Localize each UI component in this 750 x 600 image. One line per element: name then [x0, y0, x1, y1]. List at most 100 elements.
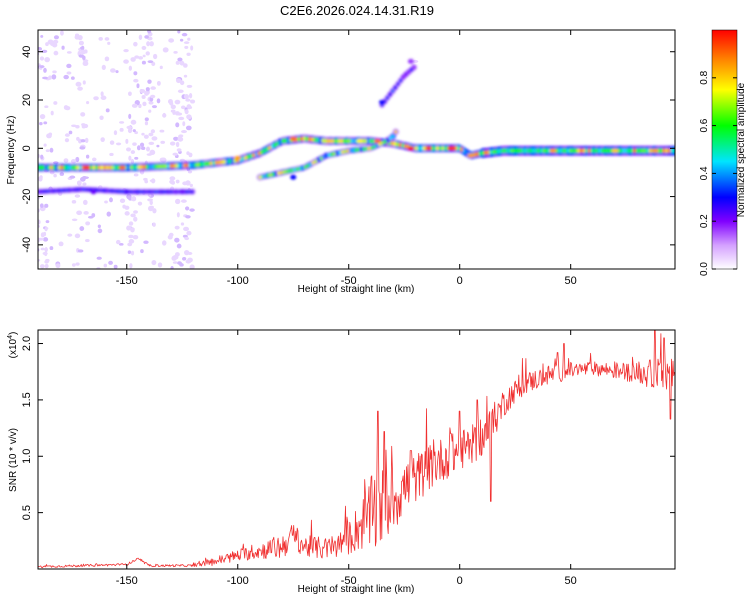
noise-blob [146, 146, 151, 152]
x-tick-label: -50 [341, 575, 357, 587]
noise-blob [71, 124, 77, 128]
ridge-cell [383, 139, 387, 144]
ridge-cell [119, 189, 123, 194]
noise-blob [187, 37, 191, 41]
noise-blob [130, 213, 136, 218]
ridge-cell [362, 147, 366, 151]
noise-blob [133, 210, 139, 214]
noise-blob [69, 175, 76, 179]
x-tick-label: -100 [227, 275, 249, 287]
ridge-cell [566, 148, 570, 154]
ridge-cell [230, 158, 234, 164]
ridge-cell [518, 148, 522, 154]
noise-blob [128, 65, 133, 71]
ridge-cell [60, 165, 64, 170]
noise-blob [84, 137, 89, 144]
ridge-cell [190, 189, 195, 194]
ridge-cell [60, 188, 64, 193]
ridge-cell [332, 151, 337, 156]
noise-blob [132, 129, 136, 133]
ridge-cell [672, 148, 675, 154]
y-tick-label: -40 [21, 237, 33, 253]
noise-blob [189, 183, 193, 188]
noise-blob [44, 259, 49, 264]
ridge-cell [619, 148, 623, 154]
noise-blob [162, 112, 166, 118]
noise-blob [105, 108, 110, 113]
ridge-cell [113, 165, 117, 170]
noise-blob [77, 249, 84, 253]
ridge-cell [593, 148, 597, 154]
ridge-cell [52, 189, 56, 193]
noise-blob [81, 45, 85, 51]
ridge-cell [49, 165, 53, 170]
noise-blob [176, 212, 180, 218]
ridge-cell [65, 165, 69, 170]
noise-blob [75, 262, 80, 266]
snr-frame [37, 329, 676, 570]
ridge-cell [345, 138, 349, 144]
ridge-cell [55, 188, 59, 193]
noise-blob [177, 57, 183, 62]
spectrogram-y-label: Frequency (Hz) [6, 116, 17, 185]
ridge-cell [531, 148, 535, 154]
noise-blob [169, 176, 176, 181]
ridge-cell [166, 189, 171, 194]
ridge-cell [630, 148, 634, 154]
noise-blob [132, 142, 137, 146]
noise-blob [44, 203, 49, 208]
ridge-cell [164, 163, 168, 169]
ridge-hotspot [356, 139, 364, 144]
noise-blob [183, 41, 190, 45]
noise-blob [52, 70, 57, 74]
ridge-cell [100, 188, 104, 193]
noise-blob [49, 147, 54, 153]
noise-blob [42, 76, 48, 80]
ridge-cell [313, 137, 317, 143]
x-tick-label: 50 [565, 275, 577, 287]
ridge-cell [246, 154, 250, 160]
ridge-blob [379, 99, 386, 105]
noise-blob [80, 139, 86, 143]
y-tick-label: 2.0 [21, 336, 33, 351]
noise-blob [176, 243, 182, 249]
noise-blob [74, 233, 81, 239]
noise-blob [162, 47, 169, 53]
noise-blob [53, 173, 57, 178]
ridge-cell [177, 163, 181, 169]
noise-blob [182, 256, 187, 261]
noise-blob [167, 98, 173, 104]
noise-blob [96, 256, 102, 260]
noise-blob [139, 142, 145, 147]
noise-blob [175, 60, 180, 65]
ridge-cell [204, 161, 208, 167]
noise-blob [38, 237, 44, 241]
ridge-cell [385, 96, 389, 100]
noise-blob [40, 154, 44, 160]
ridge-cell [465, 150, 469, 156]
noise-blob [188, 93, 193, 99]
noise-blob [143, 240, 149, 244]
ridge-cell [140, 164, 144, 170]
ridge-cell [262, 148, 266, 154]
ridge-cell [327, 153, 331, 157]
noise-blob [63, 74, 69, 80]
ridge-cell [263, 174, 267, 178]
noise-blob [180, 105, 186, 110]
ridge-cell [364, 138, 368, 144]
ridge-cell [301, 166, 305, 170]
ridge-cell [435, 145, 440, 151]
noise-blob [151, 178, 156, 184]
ridge-cell [322, 155, 326, 159]
noise-blob [150, 129, 156, 134]
noise-blob [66, 63, 72, 69]
noise-blob [71, 263, 76, 267]
noise-blob [39, 56, 45, 61]
ridge-cell [126, 165, 131, 170]
ridge-hotspot [83, 165, 91, 170]
noise-blob [115, 239, 121, 245]
noise-blob [152, 53, 158, 60]
noise-blob [184, 45, 189, 49]
x-tick-label: -150 [116, 275, 138, 287]
ridge-cell [108, 165, 112, 170]
